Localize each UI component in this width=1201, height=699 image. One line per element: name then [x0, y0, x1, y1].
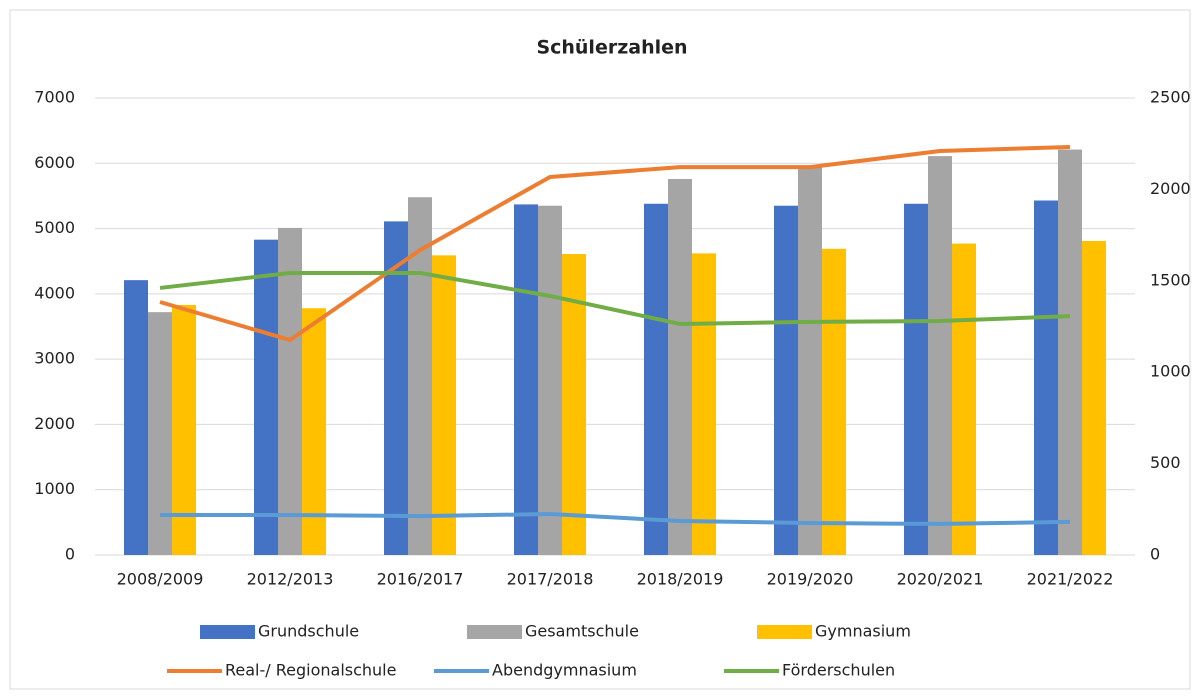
legend-label: Gymnasium [815, 622, 911, 641]
legend-label: Real-/ Regionalschule [225, 661, 396, 680]
y-tick-label: 4000 [34, 283, 75, 302]
y-tick-label: 2000 [34, 414, 75, 433]
y2-tick-label: 1500 [1150, 270, 1191, 289]
legend-label: Gesamtschule [525, 622, 639, 641]
legend-swatch [200, 625, 255, 639]
x-tick-label: 2016/2017 [377, 570, 464, 589]
legend-label: Grundschule [258, 622, 359, 641]
bar [774, 205, 798, 555]
bar [384, 221, 408, 555]
x-tick-label: 2017/2018 [507, 570, 594, 589]
bar [692, 253, 716, 555]
y2-tick-label: 2000 [1150, 179, 1191, 198]
bar [822, 248, 846, 555]
y-tick-label: 7000 [34, 88, 75, 107]
x-tick-label: 2021/2022 [1027, 570, 1114, 589]
legend-swatch [757, 625, 812, 639]
line-series [159, 270, 1071, 326]
bar [278, 227, 302, 555]
bar [798, 166, 822, 556]
y2-tick-label: 2500 [1150, 88, 1191, 107]
bar [432, 255, 456, 556]
bar [538, 205, 562, 555]
bar [1058, 149, 1082, 555]
bar [172, 304, 196, 555]
line-series [159, 144, 1071, 343]
y-tick-label: 1000 [34, 479, 75, 498]
bar [124, 280, 148, 555]
bar [514, 204, 538, 555]
bar [904, 203, 928, 555]
y2-tick-label: 1000 [1150, 362, 1191, 381]
chart-frame [9, 9, 1191, 690]
x-tick-label: 2008/2009 [117, 570, 204, 589]
legend-swatch [467, 625, 522, 639]
y-tick-label: 5000 [34, 218, 75, 237]
bar [644, 203, 668, 555]
line-series [160, 512, 1071, 526]
legend-label: Förderschulen [782, 661, 895, 680]
x-tick-label: 2020/2021 [897, 570, 984, 589]
x-tick-label: 2019/2020 [767, 570, 854, 589]
y-tick-label: 6000 [34, 153, 75, 172]
chart-title: Schülerzahlen [536, 37, 687, 59]
bar [928, 156, 952, 555]
bar [302, 308, 326, 555]
y2-tick-label: 500 [1150, 453, 1181, 472]
bar [1082, 240, 1106, 555]
y-tick-label: 0 [65, 545, 75, 564]
legend-label: Abendgymnasium [492, 661, 637, 680]
bar [148, 312, 172, 555]
bar [1034, 200, 1058, 555]
bar [254, 239, 278, 556]
bar [952, 243, 976, 555]
x-tick-label: 2018/2019 [637, 570, 724, 589]
y2-tick-label: 0 [1150, 545, 1160, 564]
y-tick-label: 3000 [34, 349, 75, 368]
x-tick-label: 2012/2013 [247, 570, 334, 589]
bar [668, 178, 692, 555]
